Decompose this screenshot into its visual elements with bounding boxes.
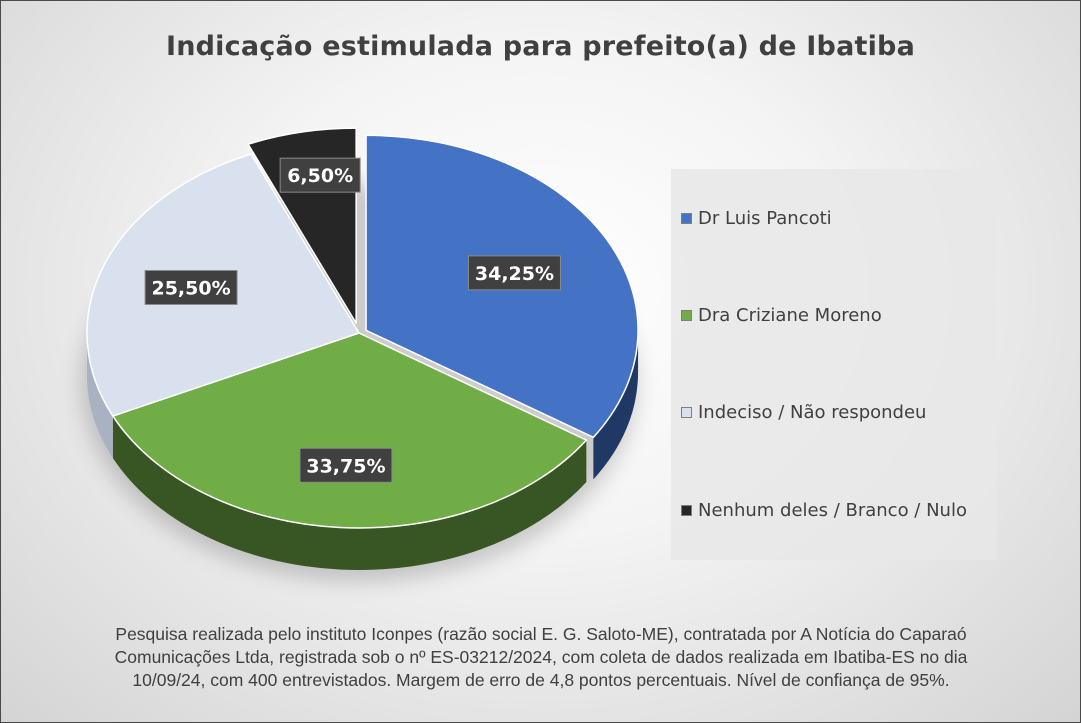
legend-swatch-indeciso	[681, 406, 692, 418]
footnote-line: Comunicações Ltda, registrada sob o nº E…	[114, 647, 968, 667]
data-label-nenhum-deles-branco-nulo: 6,50%	[279, 157, 361, 193]
data-label-dra-criziane-moreno: 33,75%	[299, 447, 393, 483]
legend: Dr Luis Pancoti Dra Criziane Moreno Inde…	[671, 169, 997, 560]
legend-item-criziane-moreno: Dra Criziane Moreno	[681, 303, 882, 327]
data-label-box	[467, 255, 561, 291]
data-label-text: 34,25%	[475, 263, 554, 285]
legend-item-nenhum: Nenhum deles / Branco / Nulo	[681, 498, 967, 522]
pie-slice-dra-criziane-moreno	[112, 332, 588, 529]
legend-swatch-luis-pancoti	[681, 212, 692, 224]
legend-item-luis-pancoti: Dr Luis Pancoti	[681, 206, 832, 230]
data-label-indeciso-nao-respondeu: 25,50%	[144, 270, 238, 306]
data-label-text: 6,50%	[287, 165, 353, 187]
data-label-text: 33,75%	[306, 455, 385, 477]
pie-side-dra-criziane-moreno	[112, 416, 587, 570]
legend-label: Dr Luis Pancoti	[698, 207, 832, 229]
data-label-box	[144, 270, 238, 306]
data-label-box	[299, 447, 393, 483]
legend-label: Indeciso / Não respondeu	[698, 401, 927, 423]
data-label-box	[279, 157, 361, 193]
legend-swatch-nenhum	[681, 504, 692, 516]
pie-side-indeciso-nao-respondeu	[87, 333, 113, 459]
legend-label: Dra Criziane Moreno	[698, 304, 882, 326]
legend-label: Nenhum deles / Branco / Nulo	[698, 499, 967, 521]
legend-item-indeciso: Indeciso / Não respondeu	[681, 400, 926, 424]
data-label-dr-luis-pancoti: 34,25%	[467, 255, 561, 291]
footnote-line: 10/09/24, com 400 entrevistados. Margem …	[132, 670, 950, 690]
footnote-line: Pesquisa realizada pelo instituto Iconpe…	[115, 624, 967, 644]
legend-swatch-criziane-moreno	[681, 309, 692, 321]
survey-footnote: Pesquisa realizada pelo instituto Iconpe…	[61, 623, 1021, 692]
data-label-text: 25,50%	[151, 278, 230, 300]
chart-title: Indicação estimulada para prefeito(a) de…	[165, 31, 915, 62]
pie-side-dr-luis-pancoti	[593, 330, 639, 480]
